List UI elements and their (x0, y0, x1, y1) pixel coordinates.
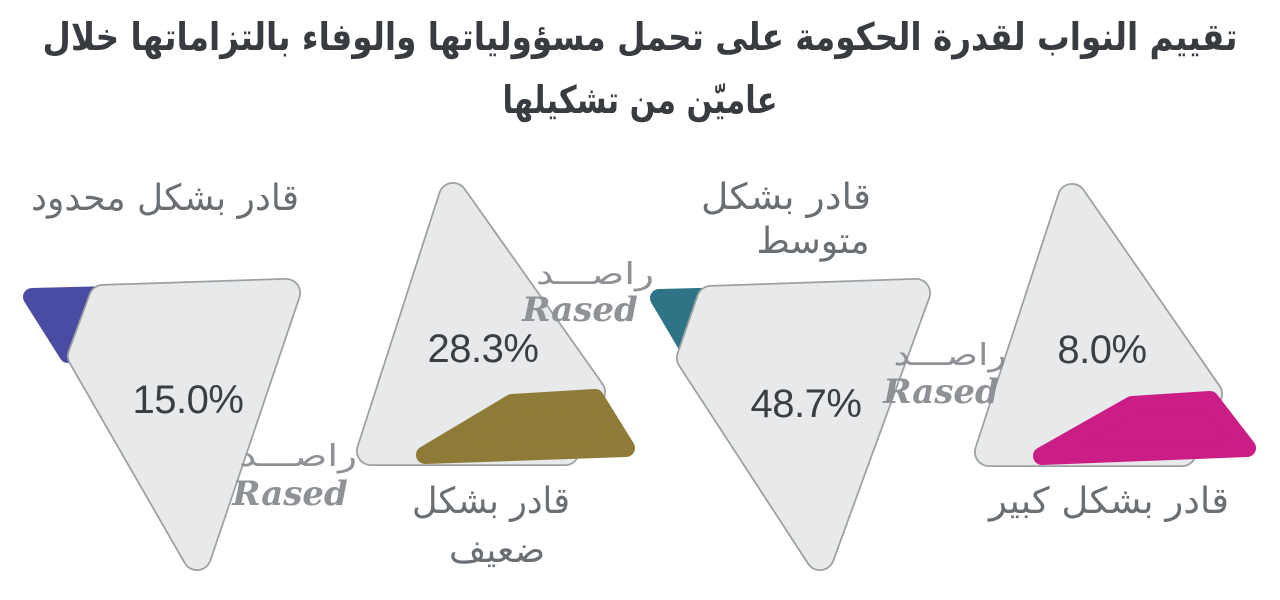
watermark-latin: Rased (231, 474, 348, 514)
category-label-medium-line2: متوسط (756, 221, 869, 262)
percent-label-weak: 28.3% (428, 327, 539, 371)
watermark-latin: Rased (882, 372, 999, 412)
category-label-weak-line1: قادر بشكل (412, 481, 570, 522)
fill-band-large (1033, 391, 1256, 465)
triangle-chart-medium: قادر بشكل متوسط 48.7% (650, 177, 931, 571)
percent-label-medium: 48.7% (751, 382, 862, 426)
triangle-chart-limited: قادر بشكل محدود 15.0% (23, 178, 301, 571)
watermark-latin: Rased (521, 290, 638, 330)
category-label-weak-line2: ضعيف (449, 530, 545, 571)
triangle-chart-weak: 28.3% قادر بشكل ضعيف (356, 182, 635, 571)
triangle-chart-large: 8.0% قادر بشكل كبير (974, 183, 1256, 522)
watermark-arabic: راصـــد (239, 439, 357, 474)
watermark-arabic: راصـــد (536, 257, 654, 292)
category-label-limited: قادر بشكل محدود (31, 178, 299, 219)
chart-title: تقييم النواب لقدرة الحكومة على تحمل مسؤو… (43, 15, 1238, 122)
watermark-3: راصـــد Rased (882, 338, 1006, 412)
percent-label-large: 8.0% (1057, 328, 1146, 372)
triangle-body (677, 279, 930, 570)
category-label-large: قادر بشكل كبير (987, 481, 1229, 522)
title-line-2: عاميّن من تشكيلها (503, 78, 778, 122)
watermark-2: راصـــد Rased (521, 257, 654, 330)
watermark-1: راصـــد Rased (231, 439, 357, 514)
category-label-medium-line1: قادر بشكل (701, 177, 871, 218)
triangle-body (68, 279, 300, 570)
fill-band-weak (416, 389, 635, 464)
watermark-arabic: راصـــد (894, 338, 1007, 373)
title-line-1: تقييم النواب لقدرة الحكومة على تحمل مسؤو… (43, 15, 1238, 60)
percent-label-limited: 15.0% (133, 378, 244, 422)
